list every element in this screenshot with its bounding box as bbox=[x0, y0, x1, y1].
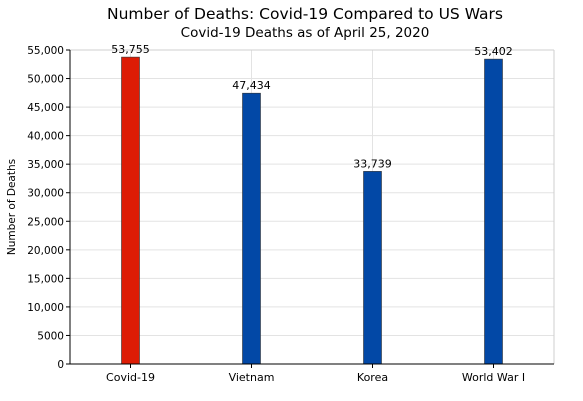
y-tick-label: 10,000 bbox=[27, 302, 64, 314]
bar-world-war-i bbox=[484, 58, 503, 365]
bar-korea bbox=[363, 171, 382, 365]
data-label: 53,402 bbox=[474, 45, 513, 58]
bar-vietnam bbox=[242, 92, 261, 365]
y-tick-label: 20,000 bbox=[27, 245, 64, 257]
data-label: 33,739 bbox=[353, 157, 392, 170]
y-tick-label: 50,000 bbox=[27, 74, 64, 86]
bars bbox=[121, 56, 503, 365]
chart-subtitle: Covid-19 Deaths as of April 25, 2020 bbox=[181, 25, 430, 41]
y-tick-label: 25,000 bbox=[27, 216, 64, 228]
y-tick-label: 30,000 bbox=[27, 188, 64, 200]
chart-title: Number of Deaths: Covid-19 Compared to U… bbox=[107, 5, 503, 23]
data-label: 53,755 bbox=[111, 43, 150, 56]
bar-covid-19 bbox=[121, 56, 140, 365]
y-tick-label: 45,000 bbox=[27, 102, 64, 114]
gridlines bbox=[70, 49, 554, 364]
y-tick-label: 35,000 bbox=[27, 159, 64, 171]
y-tick-label: 15,000 bbox=[27, 273, 64, 285]
axes bbox=[66, 49, 555, 368]
x-tick-label: Vietnam bbox=[229, 371, 275, 384]
y-tick-label: 40,000 bbox=[27, 131, 64, 143]
y-tick-label: 0 bbox=[57, 359, 64, 371]
y-tick-label: 5000 bbox=[37, 330, 64, 342]
y-tick-label: 55,000 bbox=[27, 45, 64, 57]
data-label: 47,434 bbox=[232, 79, 271, 92]
x-tick-label: Covid-19 bbox=[106, 371, 155, 384]
y-axis-title: Number of Deaths bbox=[6, 159, 18, 255]
x-tick-label: Korea bbox=[357, 371, 388, 384]
labels: 0 5000 10,000 15,000 20,000 25,000 30,000 35,00… bbox=[27, 43, 525, 384]
x-tick-label: World War I bbox=[462, 371, 525, 384]
